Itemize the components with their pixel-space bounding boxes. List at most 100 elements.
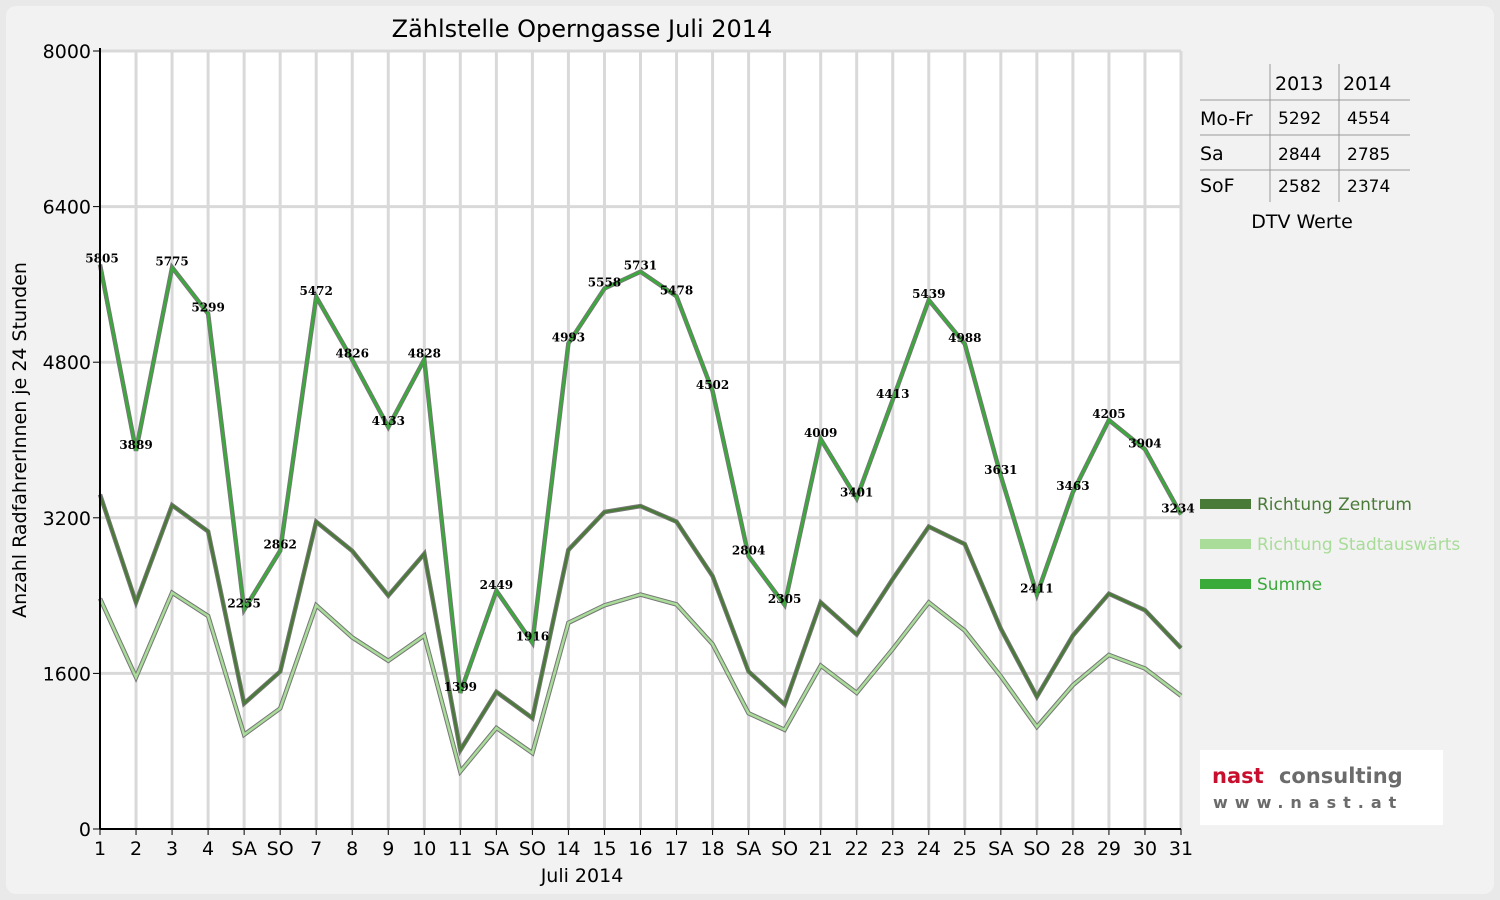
data-label: 4009 (804, 426, 837, 440)
dtv-caption: DTV Werte (1251, 211, 1353, 233)
x-tick-label: 11 (448, 838, 472, 860)
x-tick-label: 7 (310, 838, 322, 860)
series-line (98, 264, 1183, 694)
x-tick-label: 8 (346, 838, 358, 860)
chart-frame: 0 1600 3200 4800 6400 8000 1 2 3 4 SA SO 7 8 9 10 11 SA S… (6, 6, 1494, 894)
x-tick-label: 23 (881, 838, 905, 860)
logo-url: www.nast.at (1213, 793, 1403, 812)
x-tick-label: 28 (1061, 838, 1085, 860)
x-tick-label: 2 (130, 838, 142, 860)
legend-swatch-stadtauswaerts (1200, 539, 1251, 549)
data-label: 3904 (1128, 436, 1161, 450)
dtv-cell: 2785 (1347, 145, 1390, 165)
data-label: 2862 (263, 538, 296, 552)
dtv-header-2013: 2013 (1275, 73, 1323, 95)
data-label: 4133 (372, 414, 405, 428)
dtv-row-label: Mo-Fr (1200, 108, 1253, 130)
logo-background (1200, 750, 1443, 825)
series-line (98, 494, 1182, 754)
legend-swatch-zentrum (1200, 499, 1251, 509)
data-label: 4988 (948, 331, 981, 345)
dtv-cell: 2374 (1347, 177, 1390, 197)
x-tick-label: 3 (166, 838, 178, 860)
dtv-cell: 2844 (1278, 145, 1321, 165)
x-tick-label: SO (267, 838, 294, 860)
x-tick-label: 1 (94, 838, 106, 860)
dtv-row-label: Sa (1200, 143, 1224, 165)
data-label: 5558 (588, 275, 621, 289)
x-tick-label: 9 (382, 838, 394, 860)
data-label: 2804 (732, 543, 765, 557)
data-labels: 5805 3889 5775 5299 2255 2862 5472 4826 4133 4828… (85, 251, 1194, 693)
x-tick-label: 14 (556, 838, 580, 860)
series-line (98, 590, 1182, 775)
x-tick-label: 30 (1133, 838, 1157, 860)
x-tick-label: 17 (664, 838, 688, 860)
x-tick-label: 10 (412, 838, 436, 860)
x-axis-label: Juli 2014 (540, 865, 624, 887)
x-tick-label: SA (988, 838, 1013, 860)
x-tick-label: 16 (628, 838, 652, 860)
x-tick-label: 24 (917, 838, 941, 860)
y-tick-label: 6400 (43, 197, 91, 219)
x-tick-label: 21 (809, 838, 833, 860)
data-label: 5439 (912, 287, 945, 301)
data-label: 4993 (552, 330, 585, 344)
x-tick-label: SO (771, 838, 798, 860)
data-label: 4502 (696, 378, 729, 392)
grid-lines (100, 49, 1183, 829)
logo-wordmark-nast: nast (1212, 764, 1264, 788)
y-tick-label: 4800 (43, 352, 91, 374)
x-tick-label: 4 (202, 838, 214, 860)
chart-title: Zählstelle Operngasse Juli 2014 (392, 15, 773, 43)
data-label: 5472 (299, 284, 332, 298)
x-tick-label: SA (736, 838, 761, 860)
data-label: 3463 (1056, 479, 1089, 493)
axes (93, 48, 1182, 835)
legend-label-summe: Summe (1257, 575, 1322, 595)
data-label: 5775 (155, 254, 188, 268)
series-lines (97, 262, 1183, 777)
y-tick-label: 8000 (43, 41, 91, 63)
dtv-cell: 4554 (1347, 109, 1390, 129)
x-tick-label: SO (1023, 838, 1050, 860)
x-tick-label: SO (519, 838, 546, 860)
x-tick-label: 18 (700, 838, 724, 860)
y-axis-label: Anzahl RadfahrerInnen je 24 Stunden (9, 262, 31, 618)
data-label: 5478 (660, 283, 693, 297)
data-label: 5805 (85, 251, 118, 265)
y-tick-label: 0 (79, 819, 91, 841)
data-label: 3889 (119, 438, 152, 452)
data-label: 1399 (444, 680, 477, 694)
legend-label-zentrum: Richtung Zentrum (1257, 495, 1412, 515)
y-tick-label: 3200 (43, 508, 91, 530)
logo-wordmark-consulting: consulting (1279, 764, 1403, 788)
data-label: 5731 (624, 259, 657, 273)
x-tick-label: 31 (1169, 838, 1193, 860)
x-tick-label: SA (231, 838, 256, 860)
data-label: 4205 (1092, 407, 1125, 421)
y-tick-labels: 0 1600 3200 4800 6400 8000 (43, 41, 91, 841)
data-label: 2255 (227, 597, 260, 611)
x-tick-label: 25 (953, 838, 977, 860)
legend: Richtung Zentrum Richtung Stadtauswärts … (1200, 495, 1460, 595)
data-label: 2411 (1020, 582, 1053, 596)
dtv-table: 2013 2014 Mo-Fr 5292 4554 Sa 2844 2785 S… (1200, 64, 1410, 233)
dtv-cell: 5292 (1278, 109, 1321, 129)
nast-consulting-logo: nast consulting www.nast.at (1200, 750, 1443, 825)
data-label: 4826 (336, 347, 369, 361)
data-label: 3401 (840, 485, 873, 499)
data-label: 2305 (768, 592, 801, 606)
x-tick-label: 22 (845, 838, 869, 860)
data-label: 4828 (408, 346, 441, 360)
y-tick-label: 1600 (43, 663, 91, 685)
legend-label-stadtauswaerts: Richtung Stadtauswärts (1257, 535, 1460, 555)
legend-swatch-summe (1200, 579, 1251, 589)
data-label: 5299 (191, 301, 224, 315)
dtv-cell: 2582 (1278, 177, 1321, 197)
data-label: 3234 (1161, 501, 1194, 515)
x-tick-label: 15 (592, 838, 616, 860)
logo-wordmark: nast consulting (1212, 764, 1403, 788)
data-label: 2449 (480, 578, 513, 592)
